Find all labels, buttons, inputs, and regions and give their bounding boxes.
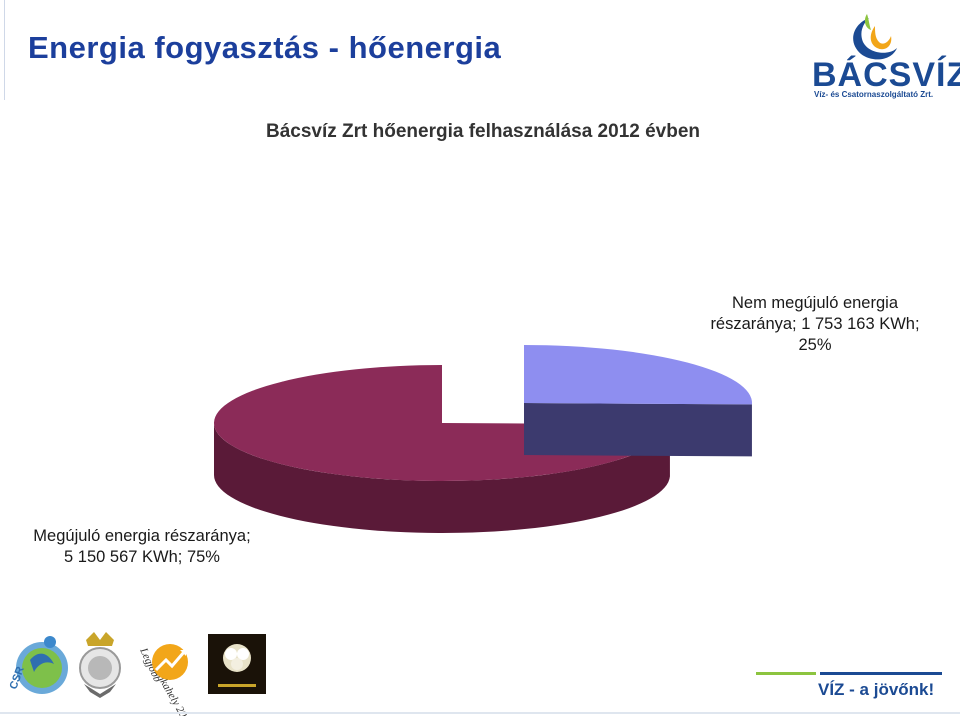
- logo-drop-leaf: [864, 14, 871, 30]
- quality-crest-icon: [79, 632, 121, 698]
- slide-left-rule: [4, 0, 5, 100]
- chart-title: Bácsvíz Zrt hőenergia felhasználása 2012…: [266, 121, 700, 142]
- pie-slices: [213, 345, 752, 534]
- slice-label-1: Megújuló energia részaránya; 5 150 567 KW…: [33, 527, 250, 566]
- footer: CSR Legjobb Munkahely 2011: [8, 632, 266, 716]
- slice-label-line: Megújuló energia részaránya;: [33, 527, 250, 545]
- logo-drop-outer: [853, 18, 897, 60]
- slide-bottom-rule: [0, 712, 960, 714]
- slogan-rule-left: [756, 672, 816, 675]
- brand-tagline: Víz- és Csatornaszolgáltató Zrt.: [814, 90, 934, 99]
- bacsviz-logo: [853, 14, 897, 60]
- growth-arrow-icon: [152, 644, 188, 680]
- logo-drop-inner: [870, 26, 892, 50]
- slice-label-line: Nem megújuló energia: [732, 294, 899, 312]
- slice-labels: Nem megújuló energia részaránya; 1 753 16…: [33, 294, 919, 566]
- slide-title: Energia fogyasztás - hőenergia: [28, 30, 502, 65]
- csr-award-icon: CSR: [8, 636, 68, 694]
- pie-slice-side-1: [213, 423, 670, 534]
- slice-label-line: részaránya; 1 753 163 KWh;: [710, 315, 919, 333]
- slice-label-0: Nem megújuló energia részaránya; 1 753 16…: [710, 294, 919, 354]
- pie-slice-cut-0: [524, 403, 752, 457]
- pie-slice-top-0: [524, 345, 752, 405]
- flower-award-icon: [208, 634, 266, 694]
- slice-label-line: 5 150 567 KWh; 75%: [64, 548, 220, 566]
- brand-name: BÁCSVÍZ: [812, 56, 960, 94]
- pie-chart: Bácsvíz Zrt hőenergia felhasználása 2012…: [33, 121, 919, 566]
- slice-label-line: 25%: [798, 336, 831, 354]
- slogan: VÍZ - a jövőnk!: [818, 680, 935, 699]
- slogan-rule-right: [820, 672, 942, 675]
- pie-slice-0: [524, 345, 752, 457]
